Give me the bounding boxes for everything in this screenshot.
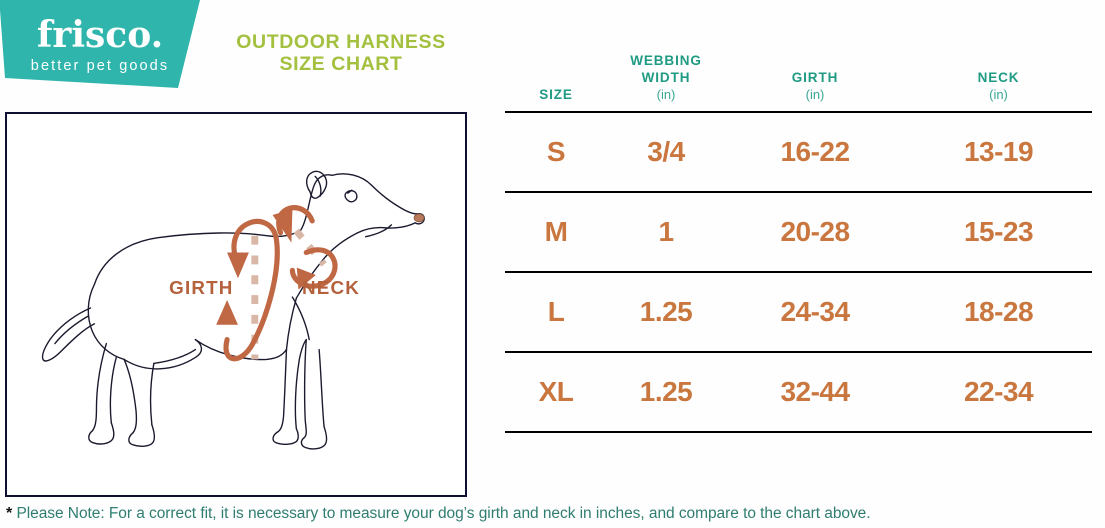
footnote-asterisk: *	[6, 505, 13, 522]
table-header-row: SIZE WEBBING WIDTH (in) GIRTH (in) NECK …	[505, 25, 1092, 112]
cell-neck: 18-28	[905, 271, 1092, 352]
table-row: M 1 20-28 15-23	[505, 191, 1092, 272]
neck-label: NECK	[302, 277, 360, 298]
footnote-text: Please Note: For a correct fit, it is ne…	[16, 505, 871, 522]
cell-webbing-width: 3/4	[607, 111, 725, 192]
column-header-webbing-width: WEBBING WIDTH (in)	[607, 25, 725, 112]
page-title-line2: SIZE CHART	[279, 53, 403, 75]
cell-girth: 16-22	[725, 111, 905, 192]
table-row: S 3/4 16-22 13-19	[505, 111, 1092, 192]
footnote: * Please Note: For a correct fit, it is …	[6, 505, 1101, 523]
page-title-line1: OUTDOOR HARNESS	[236, 31, 446, 53]
page-title: OUTDOOR HARNESS SIZE CHART	[222, 31, 460, 75]
girth-measure-loop	[223, 219, 280, 362]
table-row: L 1.25 24-34 18-28	[505, 271, 1092, 352]
dog-diagram: GIRTH NECK	[41, 170, 425, 450]
cell-neck: 22-34	[905, 351, 1092, 433]
brand-wordmark: frisco.	[37, 14, 163, 56]
table-header: SIZE WEBBING WIDTH (in) GIRTH (in) NECK …	[505, 25, 1092, 112]
cell-neck: 15-23	[905, 191, 1092, 272]
cell-size: S	[505, 111, 607, 192]
cell-size: M	[505, 191, 607, 272]
column-header-webbing-width-label: WEBBING WIDTH	[630, 53, 702, 85]
brand-logo: frisco. better pet goods	[0, 0, 205, 92]
column-header-girth-label: GIRTH	[791, 70, 839, 85]
cell-neck: 13-19	[905, 111, 1092, 192]
logo-shape: frisco. better pet goods	[0, 0, 200, 88]
brand-tagline: better pet goods	[31, 58, 169, 74]
dog-outline	[41, 170, 425, 450]
neck-dashed-line	[293, 228, 327, 267]
column-header-size-label: SIZE	[539, 87, 573, 102]
column-header-neck-unit: (in)	[989, 87, 1008, 102]
column-header-girth: GIRTH (in)	[725, 25, 905, 112]
neck-arrow-down	[272, 209, 293, 243]
column-header-girth-unit: (in)	[805, 87, 825, 102]
column-header-neck-label: NECK	[977, 70, 1020, 85]
table-row: XL 1.25 32-44 22-34	[505, 351, 1092, 433]
neck-arrow-up	[296, 267, 316, 290]
cell-webbing-width: 1.25	[607, 351, 725, 433]
cell-girth: 24-34	[725, 271, 905, 352]
cell-size: XL	[505, 351, 607, 433]
girth-arrow-down	[227, 252, 249, 279]
column-header-neck: NECK (in)	[905, 25, 1092, 112]
size-chart-table-wrapper: SIZE WEBBING WIDTH (in) GIRTH (in) NECK …	[505, 25, 1092, 433]
cell-size: L	[505, 271, 607, 352]
cell-girth: 20-28	[725, 191, 905, 272]
column-header-webbing-width-unit: (in)	[656, 87, 676, 102]
girth-arrow-up	[216, 300, 238, 325]
size-chart-table: SIZE WEBBING WIDTH (in) GIRTH (in) NECK …	[505, 25, 1092, 433]
table-body: S 3/4 16-22 13-19 M 1 20-28 15-23 L 1.25…	[505, 111, 1092, 433]
cell-webbing-width: 1	[607, 191, 725, 272]
neck-measure-loop	[276, 205, 338, 289]
dog-illustration-frame: GIRTH NECK	[5, 112, 467, 497]
column-header-size: SIZE	[505, 25, 607, 112]
cell-webbing-width: 1.25	[607, 271, 725, 352]
girth-label: GIRTH	[169, 277, 233, 298]
cell-girth: 32-44	[725, 351, 905, 433]
